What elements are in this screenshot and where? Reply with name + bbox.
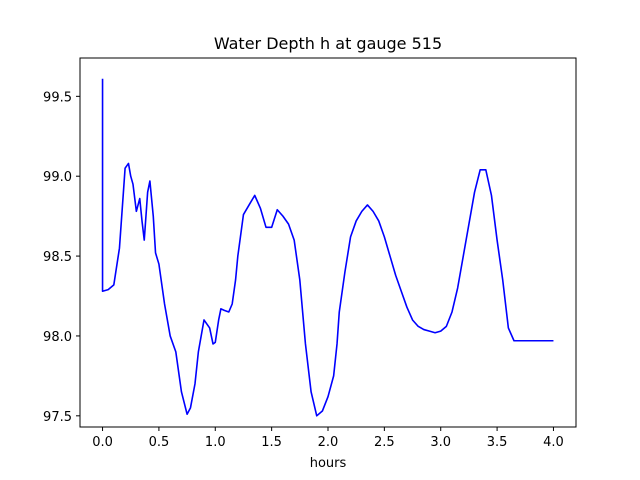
x-tick-label: 4.0 xyxy=(543,435,564,450)
x-tick-label: 2.5 xyxy=(374,435,395,450)
x-tick-label: 0.5 xyxy=(149,435,170,450)
x-tick-label: 2.0 xyxy=(318,435,339,450)
y-axis-ticks: 97.5 98.0 98.5 99.0 99.5 xyxy=(43,90,80,425)
chart-title: Water Depth h at gauge 515 xyxy=(214,34,442,53)
x-tick-label: 3.5 xyxy=(487,435,508,450)
x-tick-label: 0.0 xyxy=(92,435,113,450)
x-tick-label: 1.0 xyxy=(205,435,226,450)
plot-area xyxy=(101,78,554,417)
y-tick-label: 99.0 xyxy=(43,170,72,185)
x-axis-ticks: 0.0 0.5 1.0 1.5 2.0 2.5 3.0 3.5 4.0 xyxy=(92,427,564,450)
plot-frame xyxy=(79,57,577,428)
x-axis-label: hours xyxy=(310,456,347,471)
y-tick-label: 98.0 xyxy=(43,330,72,345)
x-tick-label: 1.5 xyxy=(261,435,282,450)
y-tick-label: 97.5 xyxy=(43,410,72,425)
y-tick-label: 99.5 xyxy=(43,90,72,105)
series-line-0 xyxy=(101,78,554,417)
x-tick-label: 3.0 xyxy=(430,435,451,450)
y-tick-label: 98.5 xyxy=(43,250,72,265)
